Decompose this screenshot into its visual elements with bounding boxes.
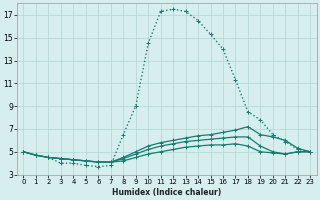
X-axis label: Humidex (Indice chaleur): Humidex (Indice chaleur) — [112, 188, 221, 197]
